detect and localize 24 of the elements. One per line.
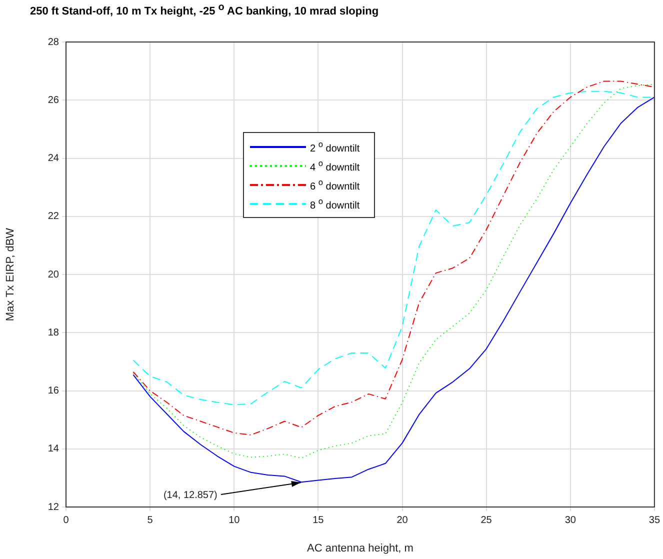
x-tick-label: 35 [648, 514, 660, 526]
y-tick-label: 28 [48, 36, 60, 48]
x-tick-label: 0 [63, 514, 70, 526]
x-tick-label: 20 [396, 514, 408, 526]
legend-label: 4 $^{o}$ downtilt [310, 158, 360, 174]
x-axis-title: AC antenna height, m [307, 542, 414, 554]
y-tick-label: 18 [48, 327, 60, 338]
x-tick-label: 15 [312, 514, 324, 526]
y-axis-title: Max Tx EIRP, dBW [4, 227, 17, 322]
legend-label: 6 $^{o}$ downtilt [310, 176, 360, 192]
y-tick-label: 24 [48, 153, 60, 164]
legend-label: 2 $^{o}$ downtilt [310, 138, 360, 154]
x-tick-label: 10 [228, 514, 240, 526]
x-tick-label: 25 [480, 514, 492, 526]
legend-label: 8 $^{o}$ downtilt [310, 196, 360, 212]
y-tick-label: 22 [48, 211, 60, 222]
x-tick-label: 5 [147, 514, 154, 526]
y-tick-label: 12 [48, 502, 60, 513]
y-tick-label: 20 [48, 269, 60, 280]
y-tick-label: 14 [48, 444, 60, 455]
x-tick-label: 30 [564, 514, 576, 526]
y-tick-label: 26 [48, 94, 60, 106]
annotation: (14, 12.857) [163, 490, 218, 501]
y-tick-label: 16 [48, 386, 60, 396]
